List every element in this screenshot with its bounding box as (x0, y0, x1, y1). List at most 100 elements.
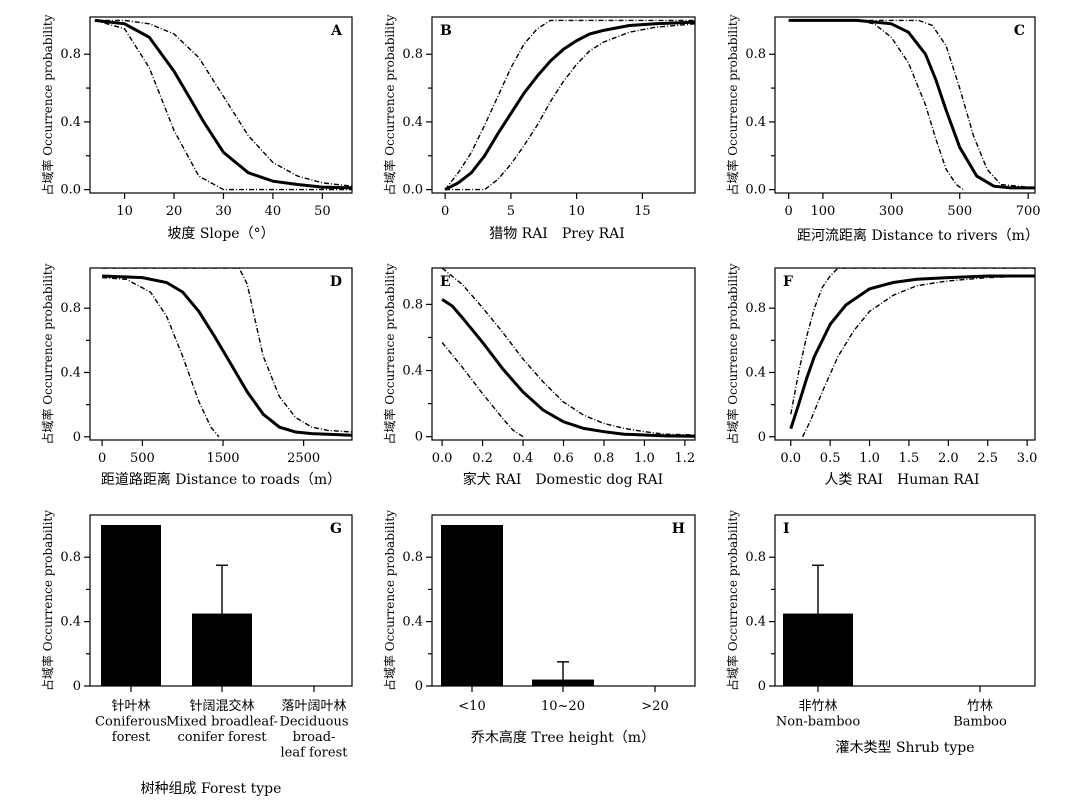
x-tick-label: 500 (130, 451, 155, 466)
x-axis-title: 人类 RAI Human RAI (824, 472, 979, 488)
y-axis-title: 占域率 Occurrence probability (382, 14, 397, 195)
y-tick-label: 0.8 (402, 47, 423, 62)
x-tick-label: 20 (166, 204, 183, 219)
panel-letter: F (783, 274, 793, 290)
category-label: leaf forest (281, 746, 349, 761)
mean-curve (788, 18, 1035, 190)
upper-ci-curve (102, 268, 352, 433)
panel-a: 0.0 0.4 0.8 10 20 30 40 50 A 坡度 Slope（°） 占域率 Occur… (40, 14, 353, 242)
x-tick-label: 0.0 (780, 451, 801, 466)
y-tick-label: 0.4 (745, 365, 766, 380)
x-tick-label: 1.2 (675, 451, 696, 466)
y-tick-label: 0 (73, 679, 81, 694)
mean-curve (789, 274, 1035, 430)
x-tick-label: 40 (265, 204, 282, 219)
x-tick-label: 0.6 (553, 451, 574, 466)
y-tick-label: 0.0 (402, 183, 423, 198)
x-tick-label: 0.5 (820, 451, 841, 466)
x-tick-label: 0 (785, 204, 793, 219)
category-label: forest (112, 730, 151, 745)
y-axis-title: 占域率 Occurrence probability (382, 263, 397, 444)
y-tick-label: 0.4 (402, 615, 423, 630)
x-axis-title: 坡度 Slope（°） (167, 226, 274, 242)
plot-frame (774, 514, 1036, 687)
x-tick-label: 5 (507, 204, 515, 219)
x-tick-label: 2.0 (938, 451, 959, 466)
bar (101, 525, 161, 686)
x-tick-label: 15 (634, 204, 651, 219)
x-tick-label: 10 (568, 204, 585, 219)
panel-d: 0 0.4 0.8 0 500 1500 2500 D 距道路距离 Distance to ro… (40, 263, 353, 488)
x-tick-label: 30 (215, 204, 232, 219)
y-tick-label: 0 (73, 430, 81, 445)
category-label: 针阔混交林 (189, 698, 254, 714)
y-tick-label: 0 (415, 430, 423, 445)
lower-ci-curve (801, 275, 1035, 438)
y-axis-title: 占域率 Occurrence probability (40, 14, 55, 195)
plot-frame (431, 267, 696, 441)
x-tick-label: 1.0 (634, 451, 655, 466)
curves (102, 268, 352, 438)
y-tick-label: 0.4 (402, 364, 423, 379)
category-label: 10~20 (541, 699, 585, 714)
panel-letter: A (330, 23, 343, 39)
lower-ci-curve (788, 19, 964, 191)
category-label: Non-bamboo (776, 715, 861, 730)
category-label: 非竹林 (798, 699, 837, 714)
y-tick-label: 0.4 (402, 115, 423, 130)
y-tick-label: 0.8 (745, 550, 766, 565)
y-tick-label: 0.4 (60, 615, 81, 630)
x-tick-label: 300 (879, 204, 904, 219)
mean-curve (441, 298, 695, 438)
panel-h: <10 10~20 >20 0 0.4 0.8 H 乔木高度 Tree height（m） 占域… (382, 510, 696, 746)
x-tick-label: 3.0 (1017, 451, 1038, 466)
x-tick-label: 2.5 (977, 451, 998, 466)
x-tick-label: 0.8 (594, 451, 615, 466)
x-tick-label: 2500 (287, 451, 320, 466)
y-tick-label: 0 (415, 679, 423, 694)
y-tick-label: 0.4 (60, 365, 81, 380)
y-tick-label: 0.4 (60, 115, 81, 130)
panel-b: 0.0 0.4 0.8 0 5 10 15 B 猎物 RAI Prey RAI 占域率 Occur… (382, 14, 696, 242)
y-axis-title: 占域率 Occurrence probability (725, 510, 740, 691)
upper-ci-curve (441, 268, 695, 436)
lower-ci-curve (94, 19, 352, 191)
curves (441, 268, 695, 438)
panel-letter: C (1014, 23, 1025, 39)
y-tick-label: 0.8 (402, 550, 423, 565)
x-tick-label: 0.0 (432, 451, 453, 466)
category-label: 落叶阔叶林 (281, 699, 346, 714)
x-tick-label: 1.0 (859, 451, 880, 466)
category-label: 竹林 (967, 699, 993, 714)
plot-frame (431, 16, 696, 194)
category-label: <10 (458, 699, 485, 714)
x-axis-title: 距河流距离 Distance to rivers（m） (797, 227, 1039, 244)
mean-curve (444, 20, 695, 191)
x-axis-title: 家犬 RAI Domestic dog RAI (463, 471, 663, 488)
bar (532, 679, 594, 686)
x-tick-label: 700 (1016, 204, 1041, 219)
y-axis-title: 占域率 Occurrence probability (40, 510, 55, 691)
category-label: Bamboo (953, 715, 1007, 730)
x-axis-title: 距道路距离 Distance to roads（m） (101, 471, 341, 488)
panel-f: 0 0.4 0.8 0.0 0.5 1.0 1.5 2.0 2.5 3.0 F 人类 RAI Huma… (725, 263, 1037, 488)
category-label: 针叶林 (111, 699, 150, 714)
x-tick-label: 0 (441, 204, 449, 219)
mean-curve (102, 274, 352, 437)
curves (94, 18, 352, 191)
x-tick-label: 0.4 (513, 451, 534, 466)
x-axis-title: 猎物 RAI Prey RAI (489, 226, 625, 242)
upper-ci-curve (790, 268, 1035, 415)
category-label: Mixed broadleaf- (166, 715, 278, 730)
y-tick-label: 0.8 (402, 297, 423, 312)
bar (783, 613, 853, 686)
y-tick-label: 0.4 (745, 615, 766, 630)
bar (441, 525, 503, 686)
bar (192, 613, 252, 686)
panel-letter: I (783, 521, 790, 537)
panel-letter: D (330, 274, 342, 290)
plot-frame (89, 16, 353, 194)
panel-letter: E (440, 274, 451, 290)
